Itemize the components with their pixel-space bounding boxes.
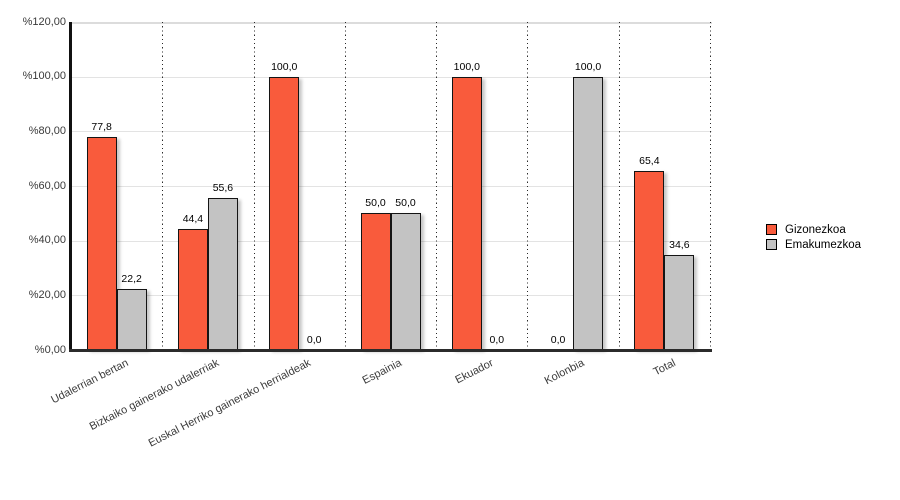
y-tick-label: %80,00 bbox=[28, 124, 66, 137]
bar-value-label: 0,0 bbox=[489, 334, 505, 346]
legend: Gizonezkoa Emakumezkoa bbox=[766, 222, 861, 252]
bar-value-label: 100,0 bbox=[453, 61, 480, 73]
bar-gizonezkoa bbox=[451, 77, 482, 350]
bar-emakumezkoa bbox=[664, 255, 695, 350]
category-label: Espainia bbox=[360, 357, 404, 387]
y-axis-line bbox=[69, 22, 72, 352]
bar-gizonezkoa bbox=[269, 77, 300, 350]
bar-value-label: 22,2 bbox=[121, 273, 142, 285]
bar-value-label: 44,4 bbox=[182, 213, 204, 225]
bar-value-label: 50,0 bbox=[365, 197, 386, 209]
bar-emakumezkoa bbox=[390, 213, 421, 350]
category-label: Euskal Herriko gainerako herrialdeak bbox=[146, 357, 313, 450]
bar-value-label: 77,8 bbox=[91, 121, 112, 133]
category-separator bbox=[618, 22, 620, 350]
bar-gizonezkoa bbox=[86, 137, 117, 350]
bar-value-label: 55,6 bbox=[212, 182, 234, 194]
x-axis-line bbox=[69, 349, 712, 352]
category-separator bbox=[527, 22, 529, 350]
category-separator bbox=[710, 22, 711, 350]
bar-emakumezkoa bbox=[207, 198, 238, 350]
bar-gizonezkoa bbox=[634, 171, 665, 350]
bar-gizonezkoa bbox=[360, 213, 391, 350]
legend-label-emakumezkoa: Emakumezkoa bbox=[785, 238, 862, 251]
y-gridline bbox=[71, 76, 712, 78]
bar-value-label: 34,6 bbox=[669, 239, 690, 251]
legend-swatch-gizonezkoa bbox=[766, 224, 777, 235]
legend-swatch-emakumezkoa bbox=[766, 239, 777, 250]
bar-value-label: 65,4 bbox=[639, 155, 660, 167]
y-tick-label: %120,00 bbox=[22, 15, 66, 28]
bar-value-label: 100,0 bbox=[271, 61, 298, 73]
y-tick-label: %0,00 bbox=[34, 343, 66, 356]
y-tick-label: %60,00 bbox=[28, 179, 66, 192]
legend-item-gizonezkoa: Gizonezkoa bbox=[766, 222, 861, 237]
bar-value-label: 0,0 bbox=[306, 334, 322, 346]
y-tick-label: %20,00 bbox=[28, 288, 66, 301]
category-label: Total bbox=[651, 357, 678, 379]
y-gridline bbox=[71, 22, 712, 24]
bar-value-label: 50,0 bbox=[395, 197, 416, 209]
legend-label-gizonezkoa: Gizonezkoa bbox=[785, 223, 846, 236]
category-separator bbox=[162, 22, 164, 350]
bar-emakumezkoa bbox=[573, 77, 604, 350]
y-tick-label: %40,00 bbox=[28, 234, 66, 247]
category-separator bbox=[253, 22, 255, 350]
category-label: Udalerrian bertan bbox=[48, 357, 131, 407]
category-separator bbox=[436, 22, 438, 350]
legend-item-emakumezkoa: Emakumezkoa bbox=[766, 237, 861, 252]
category-label: Ekuador bbox=[453, 357, 496, 387]
category-separator bbox=[344, 22, 346, 350]
y-gridline bbox=[71, 131, 712, 133]
y-gridline bbox=[71, 186, 712, 187]
category-label: Kolonbia bbox=[542, 357, 587, 388]
bar-value-label: 0,0 bbox=[550, 334, 566, 346]
bar-value-label: 100,0 bbox=[574, 61, 602, 73]
bar-emakumezkoa bbox=[116, 289, 147, 350]
y-tick-label: %100,00 bbox=[22, 70, 66, 83]
bar-gizonezkoa bbox=[177, 229, 208, 350]
